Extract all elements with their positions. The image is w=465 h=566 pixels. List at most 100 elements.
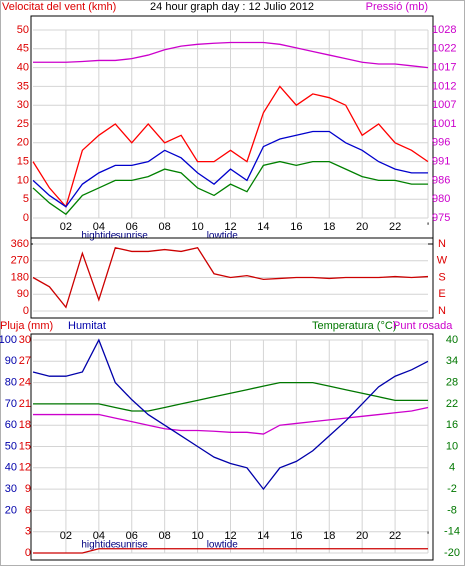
y-tick-label: 360 [11,238,29,250]
y-tick-label: 40 [17,62,29,74]
series-line [32,130,428,208]
x-tick-label: ' [427,530,429,542]
y-tick-label: 1017 [432,62,456,74]
y-tick-label: 0 [23,305,29,317]
series-line [33,41,429,69]
y-tick-label: 9 [25,483,31,495]
y-tick-label: 5 [23,193,29,205]
x-tick-label: 18 [323,530,335,542]
y-tick-label: 30 [17,99,29,111]
x-tick-label: 06 [126,221,138,233]
annotation: lowtide [207,540,239,551]
y-tick-label: 45 [17,43,29,55]
y-tick-label: 15 [17,156,29,168]
axis-label: Humitat [68,320,106,332]
annotation: sunrise [116,540,149,551]
x-tick-label: 12 [224,530,236,542]
y-tick-label: 28 [446,377,458,389]
x-tick-label: 16 [290,530,302,542]
annotation: hightide [81,231,116,242]
y-tick-label: 15 [19,440,31,452]
series-line [33,548,428,554]
y-tick-label: -8 [447,504,457,516]
x-tick-label: 16 [290,221,302,233]
y-tick-label: 1001 [432,118,456,130]
chart-title: 24 hour graph day : 12 Julio 2012 [150,1,314,13]
x-tick-label: 12 [224,221,236,233]
y-tick-label: 16 [446,419,458,431]
y-tick-label: 50 [5,440,17,452]
y-tick-label: 980 [432,193,450,205]
y-tick-label: N [438,305,446,317]
y-tick-label: 4 [449,462,455,474]
y-tick-label: E [438,288,445,300]
series-line [33,381,428,412]
x-tick-label: 20 [356,221,368,233]
y-tick-label: 20 [5,504,17,516]
y-tick-label: 20 [17,137,29,149]
x-tick-label: 14 [257,530,269,542]
x-tick-label: 04 [93,221,105,233]
annotation: sunrise [116,231,149,242]
x-tick-label: 10 [191,221,203,233]
y-tick-label: 30 [5,483,17,495]
panel [30,237,434,319]
series-line [32,160,428,216]
y-tick-label: 6 [25,504,31,516]
y-tick-label: 1007 [432,99,456,111]
y-tick-label: S [438,271,445,283]
y-tick-label: 10 [446,440,458,452]
x-tick-label: 20 [356,530,368,542]
y-tick-label: 1022 [432,43,456,55]
y-tick-label: W [437,255,448,267]
x-tick-label: 22 [389,221,401,233]
y-tick-label: 50 [17,24,29,36]
x-tick-label: 18 [323,221,335,233]
x-tick-label: ' [427,221,429,233]
y-tick-label: -14 [444,526,460,538]
y-tick-label: 25 [17,118,29,130]
y-tick-label: 991 [432,156,450,168]
y-tick-label: 35 [17,80,29,92]
y-tick-label: 10 [17,174,29,186]
annotation: hightide [81,540,116,551]
annotation: lowtide [207,231,239,242]
y-tick-label: 0 [25,547,31,559]
axis-label: Punt rosada [393,320,453,332]
axis-label: Velocitat del vent (kmh) [2,1,116,13]
y-tick-label: 270 [11,255,29,267]
y-tick-label: 996 [432,137,450,149]
x-tick-label: 08 [159,221,171,233]
y-tick-label: 30 [19,334,31,346]
y-tick-label: 0 [23,212,29,224]
axis-label: Pluja (mm) [0,320,53,332]
y-tick-label: 40 [446,334,458,346]
y-tick-label: 100 [0,334,17,346]
y-tick-label: 70 [5,398,17,410]
x-tick-label: 06 [126,530,138,542]
y-tick-label: 18 [19,419,31,431]
y-tick-label: 24 [19,377,31,389]
y-tick-label: 34 [446,355,458,367]
series-line [32,246,429,309]
y-tick-label: 80 [5,377,17,389]
x-tick-label: 02 [60,221,72,233]
y-tick-label: N [438,238,446,250]
y-tick-label: 975 [432,212,450,224]
x-tick-label: 22 [389,530,401,542]
x-tick-label: 04 [93,530,105,542]
series-line [32,85,429,209]
y-tick-label: 90 [5,355,17,367]
axis-label: Pressió (mb) [366,1,428,13]
series-line [32,338,429,491]
y-tick-label: 21 [19,398,31,410]
axis-label: Temperatura (°C) [312,320,396,332]
series-line [33,406,429,435]
x-tick-label: 08 [159,530,171,542]
y-tick-label: 1012 [432,80,456,92]
y-tick-label: 22 [446,398,458,410]
y-tick-label: 12 [19,462,31,474]
panel [30,333,434,561]
x-tick-label: 14 [257,221,269,233]
